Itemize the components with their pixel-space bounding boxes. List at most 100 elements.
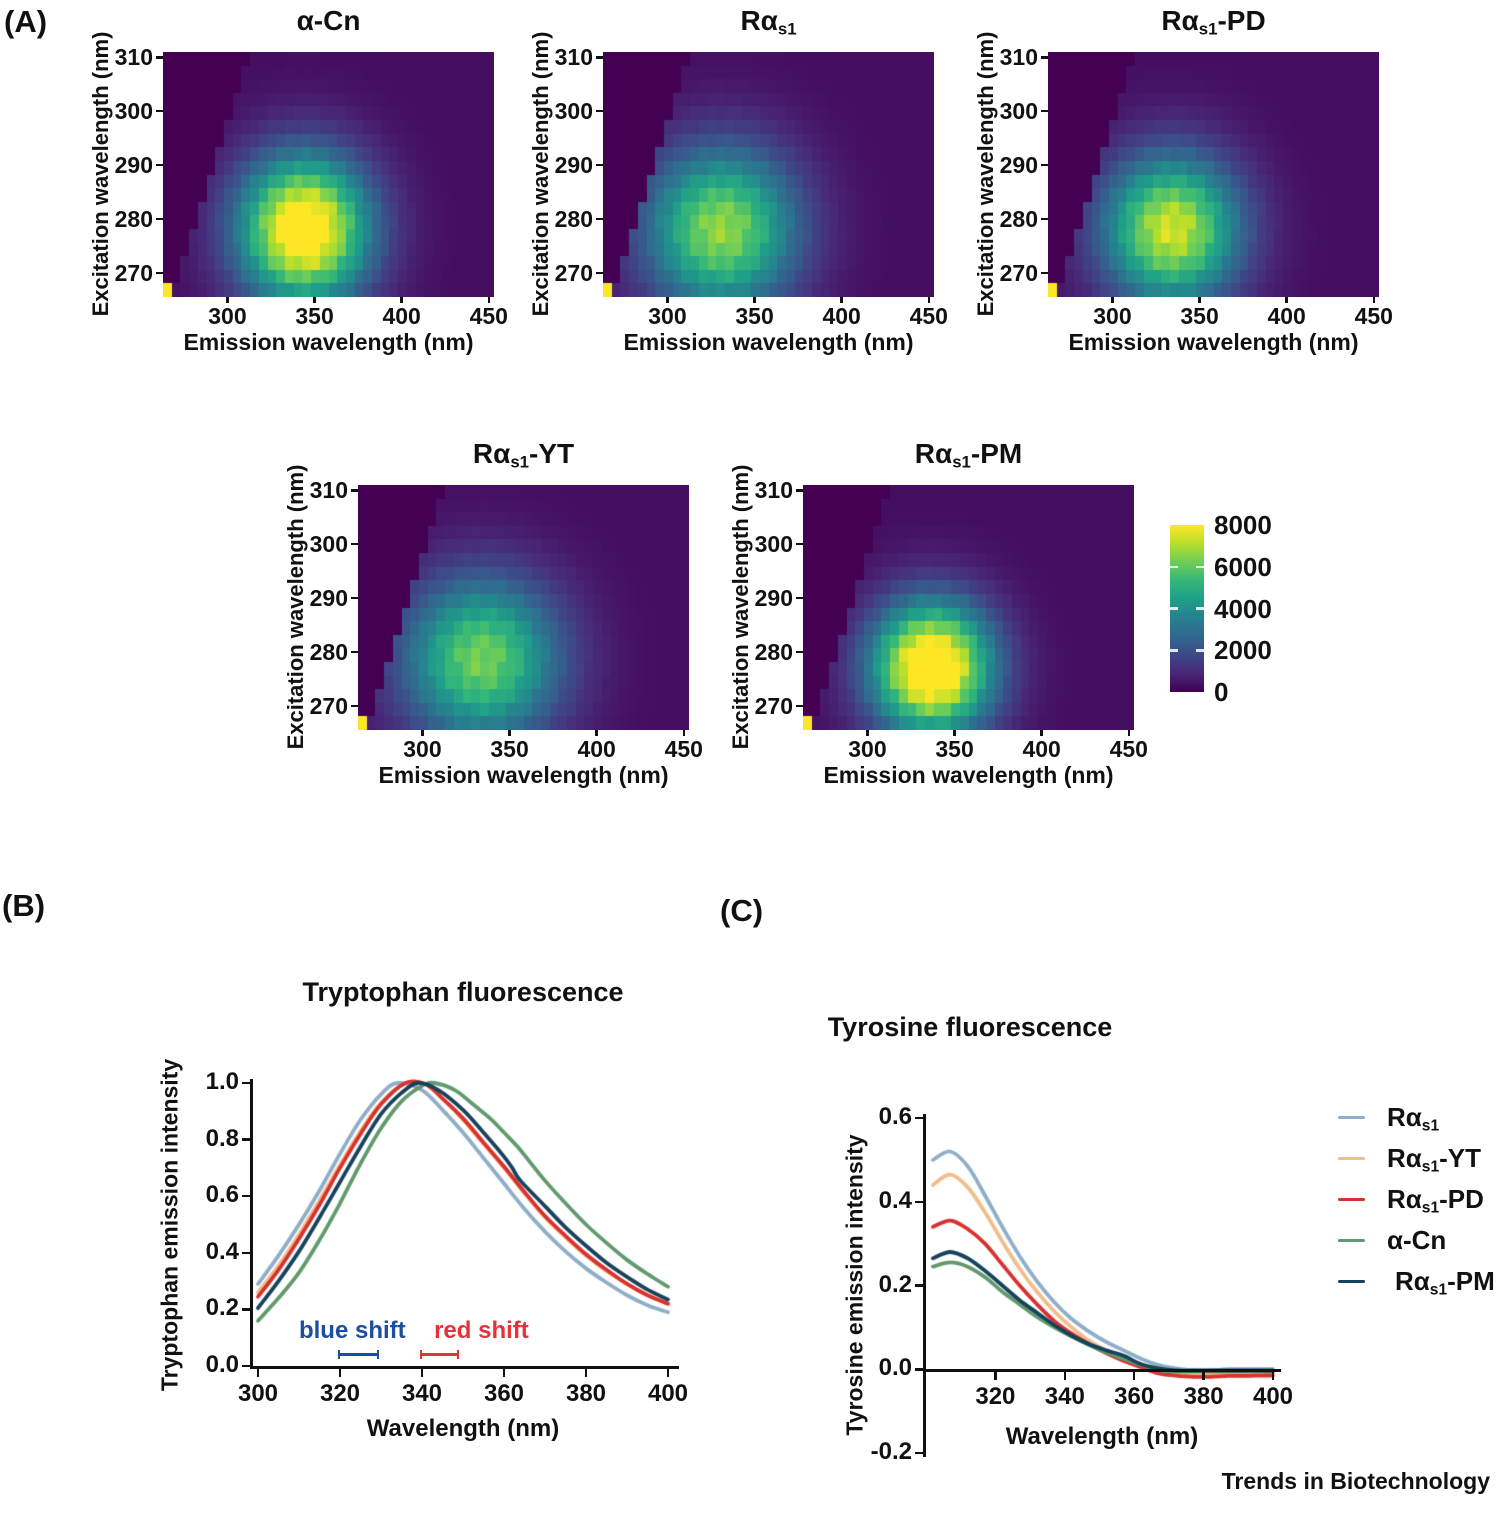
heatmap-ra-s1-yt: Rαs1-YT Excitation wavelength (nm) Emiss… (283, 438, 703, 788)
legend-subscript: s1 (1421, 1199, 1440, 1217)
legend-item: Rαs1-PD (1338, 1179, 1495, 1220)
heatmap-canvas (603, 52, 934, 297)
y-tick-label: 300 (754, 531, 793, 558)
title-suffix: -PD (1217, 5, 1266, 36)
y-tick-label: 290 (309, 585, 348, 612)
chart-title: Tyrosine fluorescence (827, 1012, 1113, 1042)
x-tick-label: 450 (664, 736, 703, 762)
legend-label: Rαs1 (1387, 1102, 1439, 1134)
x-tick-label: 320 (975, 1383, 1016, 1411)
legend-label: Rαs1-PD (1387, 1184, 1484, 1217)
y-tick-label: 270 (309, 692, 348, 719)
y-tick-label: 270 (114, 259, 153, 286)
legend-item: Rαs1-PM (1338, 1261, 1495, 1302)
legend-swatch (1338, 1238, 1365, 1243)
title-text: Rα (914, 438, 953, 469)
x-axis-label: Emission wavelength (nm) (183, 329, 474, 355)
heatmap-canvas (1048, 52, 1379, 297)
y-tick-label: 270 (754, 692, 793, 719)
y-tick-label: 310 (754, 477, 793, 504)
heatmap-title: α-Cn (143, 5, 514, 37)
y-tick (1041, 163, 1048, 167)
x-tick-label: 350 (295, 303, 334, 329)
heatmap-a-cn: α-Cn Excitation wavelength (nm) Emission… (88, 5, 508, 355)
x-tick-label: 400 (1252, 1383, 1294, 1411)
y-tick (915, 1368, 923, 1371)
x-tick (420, 1369, 424, 1377)
y-tick (156, 271, 163, 275)
legend-suffix: -YT (1439, 1143, 1482, 1173)
y-tick (242, 1308, 250, 1311)
legend-subscript: s1 (1421, 1158, 1440, 1176)
x-axis-label: Wavelength (nm) (366, 1415, 560, 1442)
y-tick-label: 0.2 (878, 1270, 912, 1298)
x-axis (923, 1369, 1281, 1372)
y-tick (1041, 56, 1048, 59)
x-tick (338, 1369, 342, 1377)
tyrosine-chart: Tyrosine fluorescence Tyrosine emission … (828, 1012, 1314, 1486)
x-tick (421, 730, 424, 736)
x-axis-label: Emission wavelength (nm) (378, 762, 669, 788)
y-tick-label: 290 (114, 152, 153, 179)
x-tick-label: 300 (1093, 303, 1132, 329)
y-tick-label: 280 (999, 205, 1038, 232)
shift-annotation: blue shift (298, 1317, 406, 1344)
x-tick (1198, 297, 1201, 303)
y-tick-label: 280 (554, 205, 593, 232)
y-tick-label: 0.6 (878, 1103, 912, 1130)
legend-label: α-Cn (1387, 1225, 1446, 1256)
colorbar-tick-label: 6000 (1214, 551, 1272, 582)
y-tick (915, 1284, 923, 1287)
title-subscript: s1 (777, 19, 797, 39)
x-tick (682, 730, 686, 736)
colorbar-tick (1170, 649, 1178, 652)
y-tick-label: 0.0 (205, 1351, 239, 1378)
y-tick (1041, 271, 1048, 275)
x-tick-label: 350 (1180, 303, 1219, 329)
y-tick (351, 704, 358, 708)
x-tick (502, 1369, 506, 1377)
y-tick (242, 1081, 250, 1085)
y-tick (351, 650, 358, 654)
y-tick (915, 1451, 923, 1455)
y-tick-label: 0.0 (878, 1354, 912, 1382)
y-tick-label: 300 (999, 98, 1038, 125)
colorbar-tick-label: 4000 (1214, 593, 1272, 624)
x-tick (1127, 730, 1131, 736)
y-tick (242, 1364, 250, 1368)
y-tick (242, 1251, 250, 1255)
legend-item: Rαs1 (1338, 1097, 1495, 1138)
title-subscript: s1 (1198, 19, 1218, 39)
y-tick (1041, 109, 1048, 113)
x-tick-label: 320 (319, 1380, 361, 1407)
y-tick (351, 542, 358, 546)
x-tick (840, 297, 843, 303)
heatmap-title: Rαs1-PD (1028, 5, 1399, 39)
heatmap-ra-s1: Rαs1 Excitation wavelength (nm) Emission… (528, 5, 948, 355)
y-tick-label: 290 (754, 585, 793, 612)
heatmap-title: Rαs1 (583, 5, 954, 39)
x-tick-label: 400 (1267, 303, 1306, 329)
x-tick (1111, 297, 1114, 303)
y-tick (156, 217, 163, 221)
y-tick-label: 270 (554, 259, 593, 286)
panel-b-label: (B) (2, 888, 46, 923)
x-tick-label: 360 (1114, 1383, 1155, 1411)
y-tick (796, 650, 803, 654)
title-text: α-Cn (296, 5, 361, 36)
x-axis-label: Emission wavelength (nm) (623, 329, 914, 355)
x-axis (250, 1366, 679, 1369)
legend-swatch (1338, 1115, 1365, 1120)
x-tick (927, 297, 931, 303)
y-tick (796, 542, 803, 546)
y-tick-label: 310 (114, 44, 153, 71)
x-tick (487, 297, 491, 303)
x-tick-label: 380 (565, 1380, 607, 1407)
x-tick (508, 730, 511, 736)
title-subscript: s1 (510, 452, 529, 472)
line-chart-canvas (241, 1071, 691, 1391)
colorbar-tick (1196, 607, 1204, 610)
y-tick (796, 596, 803, 600)
y-tick-label: 290 (554, 152, 593, 179)
legend-label: Rαs1-PM (1395, 1266, 1495, 1298)
